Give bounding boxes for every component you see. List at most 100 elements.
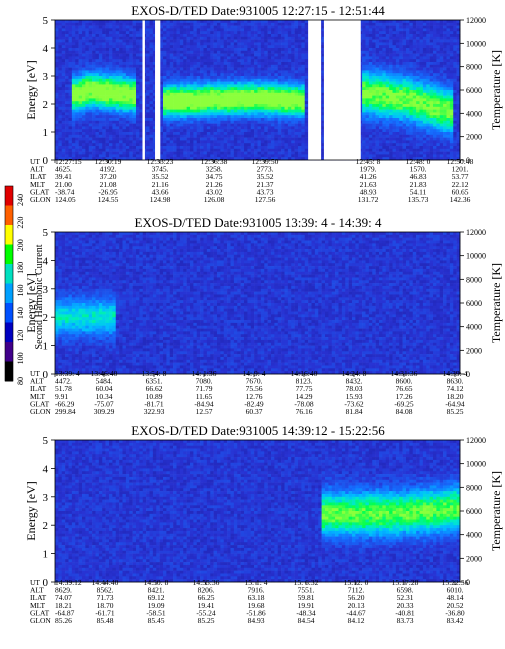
heatmap-cell	[244, 109, 248, 113]
heatmap-cell	[95, 146, 100, 150]
heatmap-cell	[217, 62, 221, 66]
heatmap-cell	[163, 90, 167, 94]
heatmap-cell	[159, 62, 164, 66]
heatmap-cell	[385, 50, 390, 54]
heatmap-cell	[159, 129, 164, 133]
heatmap-cell	[125, 115, 130, 119]
heatmap-cell	[92, 106, 96, 110]
heatmap-cell	[233, 134, 238, 138]
heatmap-cell	[65, 81, 69, 85]
heatmap-cell	[250, 109, 255, 113]
heatmap-cell	[169, 134, 174, 138]
heatmap-cell	[304, 45, 309, 49]
heatmap-cell	[375, 143, 380, 147]
heatmap-cell	[375, 70, 380, 74]
heatmap-cell	[274, 134, 279, 138]
heatmap-cell	[176, 25, 181, 29]
heatmap-cell	[169, 123, 174, 127]
heatmap-cell	[277, 157, 282, 161]
heatmap-cell	[122, 118, 127, 122]
heatmap-cell	[193, 62, 198, 66]
heatmap-cell	[213, 42, 218, 46]
heatmap-cell	[291, 112, 295, 116]
heatmap-cell	[233, 36, 238, 40]
heatmap-cell	[190, 76, 194, 80]
heatmap-cell	[284, 137, 289, 141]
heatmap-cell	[250, 132, 255, 136]
heatmap-cell	[112, 106, 117, 110]
heatmap-cell	[122, 106, 127, 110]
heatmap-cell	[230, 87, 235, 91]
heatmap-cell	[98, 129, 103, 133]
heatmap-cell	[65, 95, 69, 99]
heatmap-cell	[98, 59, 103, 63]
heatmap-cell	[206, 70, 211, 74]
heatmap-cell	[186, 84, 191, 88]
heatmap-cell	[257, 104, 262, 108]
heatmap-cell	[55, 129, 59, 133]
heatmap-cell	[102, 146, 106, 150]
heatmap-cell	[173, 148, 177, 152]
heatmap-cell	[382, 70, 387, 74]
heatmap-cell	[294, 98, 299, 102]
heatmap-cell	[179, 81, 184, 85]
heatmap-cell	[149, 137, 154, 141]
heatmap-cell	[132, 143, 137, 147]
heatmap-cell	[203, 62, 208, 66]
heatmap-cell	[132, 123, 137, 127]
heatmap-cell	[379, 39, 383, 43]
heatmap-cell	[102, 84, 106, 88]
heatmap-cell	[139, 157, 144, 161]
heatmap-cell	[372, 98, 376, 102]
heatmap-cell	[112, 70, 117, 74]
heatmap-cell	[254, 81, 258, 85]
heatmap-cell	[257, 143, 262, 147]
heatmap-cell	[179, 104, 184, 108]
heatmap-cell	[65, 76, 69, 80]
heatmap-cell	[132, 120, 137, 124]
heatmap-cell	[223, 20, 228, 24]
heatmap-cell	[267, 129, 272, 133]
heatmap-cell	[277, 48, 282, 52]
heatmap-cell	[301, 92, 306, 96]
heatmap-cell	[372, 106, 376, 110]
heatmap-cell	[250, 67, 255, 71]
heatmap-cell	[193, 84, 198, 88]
heatmap-cell	[115, 78, 120, 82]
heatmap-cell	[82, 20, 86, 24]
heatmap-cell	[203, 73, 208, 77]
heatmap-cell	[75, 84, 79, 88]
heatmap-cell	[78, 90, 83, 94]
heatmap-cell	[233, 120, 238, 124]
heatmap-cell	[71, 151, 76, 155]
heatmap-cell	[244, 34, 248, 38]
heatmap-cell	[206, 67, 211, 71]
heatmap-cell	[206, 106, 211, 110]
heatmap-cell	[250, 64, 255, 68]
heatmap-cell	[176, 76, 181, 80]
heatmap-cell	[173, 20, 177, 24]
heatmap-cell	[58, 157, 63, 161]
heatmap-cell	[176, 157, 181, 161]
heatmap-cell	[291, 92, 295, 96]
heatmap-cell	[166, 118, 171, 122]
heatmap-cell	[230, 45, 235, 49]
heatmap-cell	[247, 64, 252, 68]
heatmap-cell	[125, 106, 130, 110]
heatmap-cell	[287, 146, 292, 150]
heatmap-cell	[183, 106, 187, 110]
heatmap-cell	[223, 62, 228, 66]
heatmap-cell	[260, 36, 265, 40]
heatmap-cell	[82, 62, 86, 66]
heatmap-cell	[321, 129, 326, 133]
heatmap-cell	[274, 67, 279, 71]
heatmap-cell	[287, 98, 292, 102]
heatmap-cell	[179, 157, 184, 161]
heatmap-cell	[213, 25, 218, 29]
heatmap-cell	[183, 92, 187, 96]
heatmap-cell	[233, 123, 238, 127]
heatmap-cell	[78, 123, 83, 127]
heatmap-cell	[152, 45, 157, 49]
heatmap-cell	[183, 28, 187, 32]
heatmap-cell	[179, 53, 184, 57]
